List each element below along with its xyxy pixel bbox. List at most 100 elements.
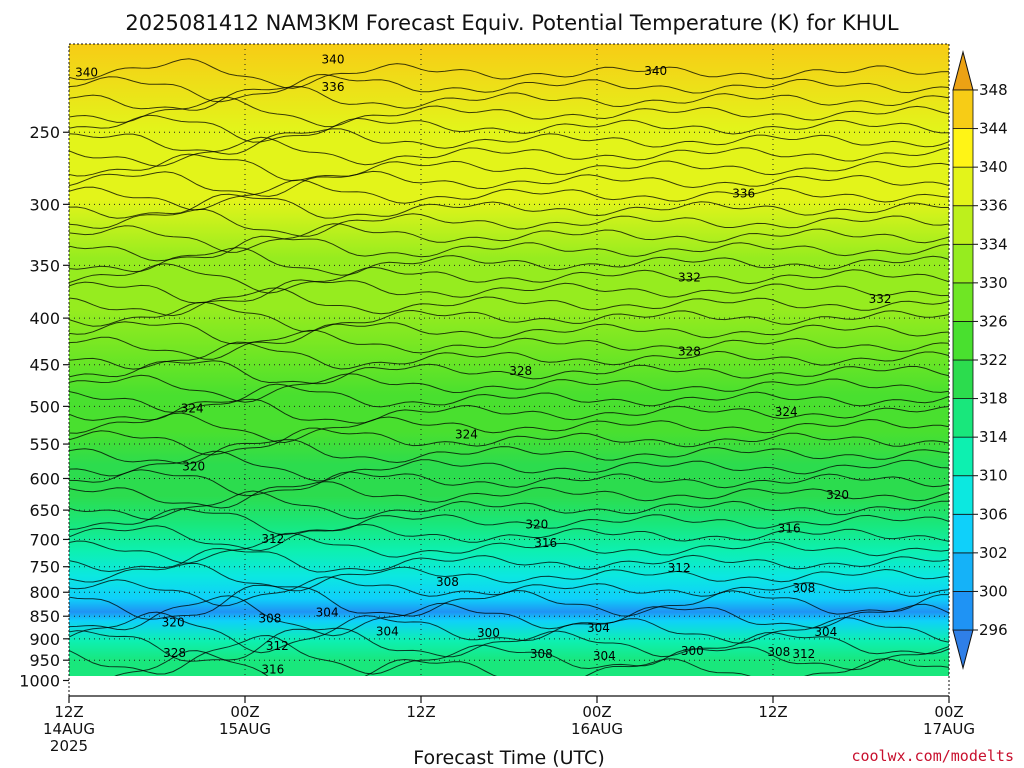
colorbar-label: 344 [979, 120, 1008, 138]
y-tick-label: 450 [29, 356, 60, 375]
y-tick-label: 250 [29, 123, 60, 142]
contour-line [69, 329, 949, 360]
colorbar-swatch [952, 321, 974, 361]
colorbar: 296 300 302 306 310 314 318 322 326 330 334 336 340 3… [952, 50, 1008, 670]
contour-line [69, 321, 949, 345]
colorbar-swatch [952, 89, 974, 129]
y-tick-label: 400 [29, 309, 60, 328]
contour-label: 304 [376, 624, 399, 638]
contour-line [69, 490, 949, 521]
contour-label: 320 [525, 517, 548, 531]
colorbar-label: 306 [979, 505, 1008, 523]
contour-line [69, 96, 949, 128]
y-tick-label: 1000 [19, 671, 60, 690]
x-tick-label: 16AUG [571, 720, 623, 738]
x-tick-label: 2025 [50, 737, 88, 755]
contour-line [69, 360, 949, 385]
y-tick-label: 650 [29, 501, 60, 520]
contour-label: 328 [163, 646, 186, 660]
contour-label: 336 [322, 80, 345, 94]
x-tick-label: 15AUG [219, 720, 271, 738]
contour-label: 304 [587, 621, 610, 635]
x-tick-label: 00Z [230, 703, 259, 721]
contour-line [69, 412, 949, 444]
contour-line [69, 114, 949, 143]
chart-title: 2025081412 NAM3KM Forecast Equiv. Potent… [125, 11, 899, 35]
contour-line [69, 287, 949, 317]
contour-label: 340 [644, 64, 667, 78]
ground-surface [69, 680, 949, 696]
y-tick-label: 500 [29, 397, 60, 416]
colorbar-swatch [952, 591, 974, 631]
contour-line [69, 247, 949, 276]
contour-label: 340 [75, 66, 98, 80]
contour-line [69, 58, 949, 89]
contour-label: 320 [826, 488, 849, 502]
colorbar-swatch [952, 475, 974, 515]
contour-label: 312 [668, 561, 691, 575]
contour-label: 308 [767, 645, 790, 659]
contour-label: 312 [261, 532, 284, 546]
contour-line [69, 279, 949, 304]
contour-label: 308 [436, 575, 459, 589]
colorbar-label: 336 [979, 197, 1008, 215]
x-tick-label: 14AUG [43, 720, 95, 738]
colorbar-swatch [952, 243, 974, 284]
contour-label: 324 [181, 402, 204, 416]
colorbar-label: 314 [979, 428, 1008, 446]
colorbar-swatch [952, 436, 974, 477]
contour-line [69, 235, 949, 262]
colorbar-swatch [952, 359, 974, 399]
x-tick-label: 12Z [54, 703, 83, 721]
colorbar-label: 348 [979, 81, 1008, 99]
theta-e-field [69, 44, 949, 676]
x-tick-label: 12Z [758, 703, 787, 721]
contour-line [69, 595, 949, 637]
contour-label: 308 [258, 612, 281, 626]
contour-label: 320 [162, 616, 185, 630]
contour-label: 312 [266, 639, 289, 653]
contour-label: 324 [455, 428, 478, 442]
colorbar-swatch [952, 166, 974, 207]
y-tick-label: 300 [29, 195, 60, 214]
contour-line [114, 650, 949, 676]
contour-line [69, 301, 949, 332]
contour-label: 328 [509, 364, 532, 378]
contour-label: 300 [681, 644, 704, 658]
colorbar-label: 302 [979, 544, 1008, 562]
colorbar-bottom-arrow [952, 629, 974, 670]
x-tick-label: 12Z [406, 703, 435, 721]
contour-line [69, 532, 949, 564]
colorbar-label: 340 [979, 158, 1008, 176]
y-tick-label: 850 [29, 607, 60, 626]
grid-lines [69, 44, 949, 676]
contour-label: 300 [477, 626, 500, 640]
contour-line [69, 508, 949, 536]
colorbar-label: 296 [979, 621, 1008, 639]
colorbar-label: 310 [979, 467, 1008, 485]
contour-line [69, 383, 949, 413]
x-tick-label: 17AUG [923, 720, 975, 738]
contour-label: 320 [182, 459, 205, 473]
x-tick-label: 00Z [582, 703, 611, 721]
contour-label: 340 [322, 53, 345, 67]
contour-line [69, 439, 949, 465]
contour-labels: 340 340 336 340 336 332 332 328 328 324 324 324 320 3… [75, 53, 891, 677]
contour-label: 312 [792, 647, 815, 661]
colorbar-swatch [952, 205, 974, 245]
contour-line [69, 170, 949, 197]
colorbar-swatch [952, 513, 974, 554]
contour-label: 316 [261, 663, 284, 677]
colorbar-top-arrow [952, 50, 974, 91]
contour-label: 308 [792, 581, 815, 595]
contour-line [69, 398, 949, 424]
contour-line [69, 128, 949, 155]
contour-label: 308 [530, 647, 553, 661]
contour-line [69, 73, 949, 103]
colorbar-swatch [952, 282, 974, 322]
contour-lines [69, 58, 949, 676]
contour-line [69, 263, 949, 294]
credit-text: coolwx.com/modelts [851, 747, 1014, 765]
